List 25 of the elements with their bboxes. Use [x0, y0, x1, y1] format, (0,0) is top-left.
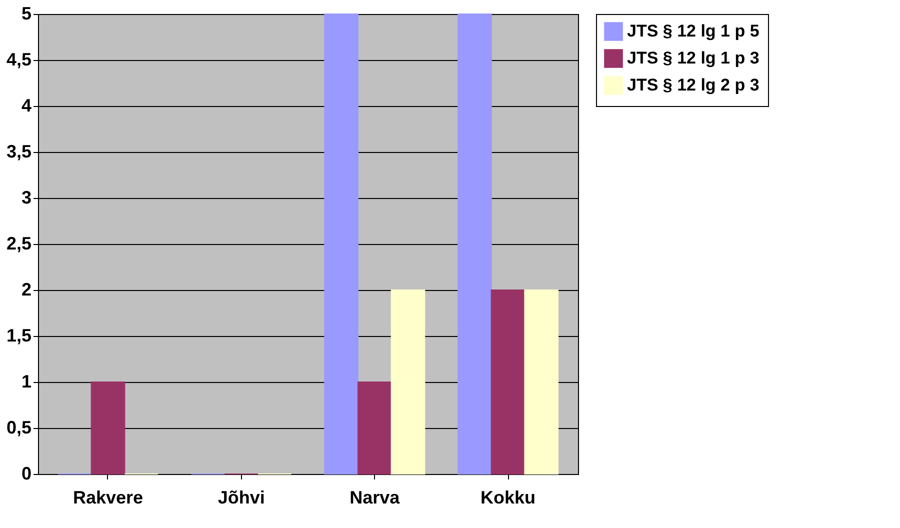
- x-tick-label: Narva: [350, 488, 401, 508]
- y-tick-label: 4,5: [6, 50, 32, 70]
- bar: [324, 14, 358, 474]
- bar: [458, 14, 492, 474]
- legend-label: JTS § 12 lg 2 p 3: [627, 76, 760, 94]
- y-tick-label: 1: [21, 372, 32, 392]
- y-tick-label: 0,5: [6, 418, 32, 438]
- y-tick-label: 3,5: [6, 142, 32, 162]
- x-tick-label: Jõhvi: [218, 488, 265, 508]
- x-tick-label: Rakvere: [72, 488, 144, 508]
- y-tick-label: 4: [21, 96, 32, 116]
- bar: [390, 290, 426, 474]
- bar: [90, 382, 126, 474]
- y-tick-label: 3: [21, 188, 32, 208]
- legend-label: JTS § 12 lg 1 p 5: [627, 22, 760, 40]
- y-tick-label: 1,5: [6, 326, 32, 346]
- y-tick-label: 2: [21, 280, 32, 300]
- bar: [524, 290, 558, 474]
- y-tick-label: 0: [21, 464, 32, 484]
- legend-label: JTS § 12 lg 1 p 3: [627, 48, 760, 68]
- bar: [490, 290, 526, 474]
- y-tick-label: 2,5: [6, 234, 32, 254]
- y-tick-label: 5: [21, 4, 32, 24]
- bar: [358, 382, 392, 474]
- x-tick-label: Kokku: [480, 488, 536, 508]
